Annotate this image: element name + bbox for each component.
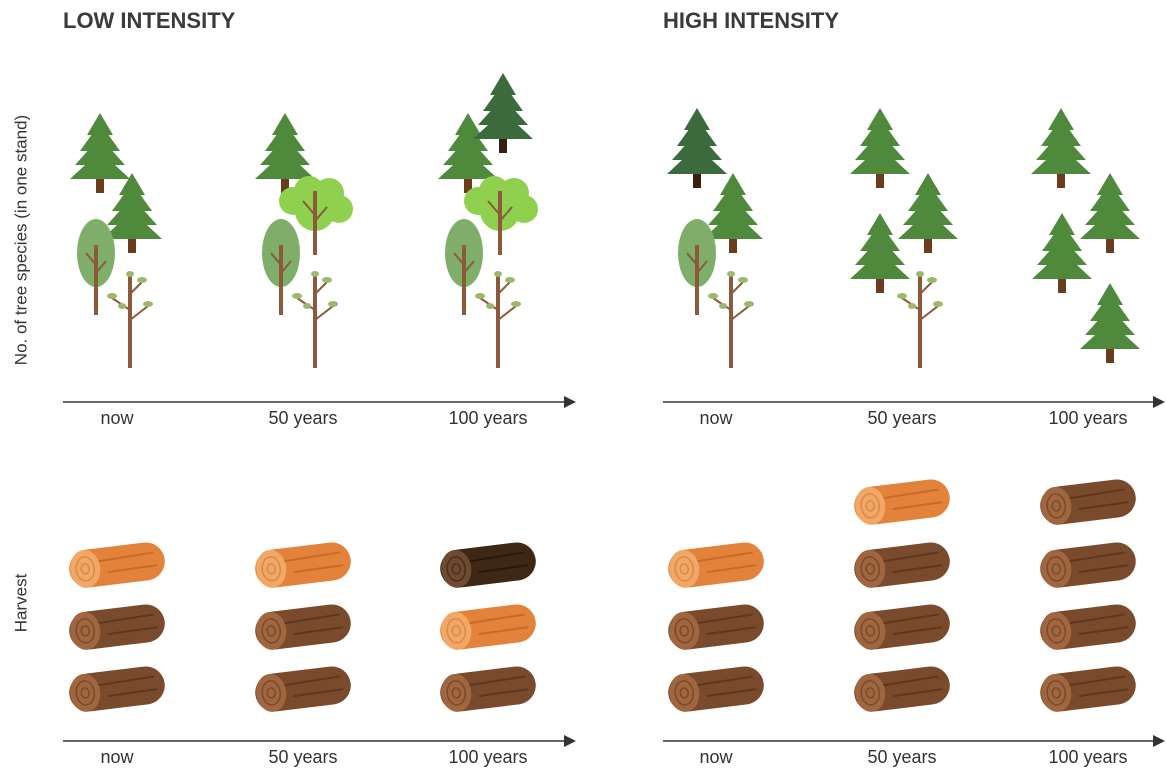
tree-icon <box>708 271 754 368</box>
panel-title: HIGH INTENSITY <box>663 8 839 33</box>
tree-icon <box>1080 283 1140 363</box>
tree-icon <box>445 219 483 315</box>
log-icon <box>666 664 766 713</box>
tree-icon <box>107 271 153 368</box>
axis-label: 100 years <box>448 408 527 428</box>
axis-label: 100 years <box>1048 747 1127 767</box>
log-icon <box>1038 602 1138 651</box>
log-icon <box>253 602 353 651</box>
y-label: Harvest <box>11 573 30 632</box>
tree-icon <box>292 271 338 368</box>
tree-icon <box>898 173 958 253</box>
log-icon <box>666 602 766 651</box>
log-icon <box>1038 477 1138 526</box>
log-icon <box>438 664 538 713</box>
log-icon <box>852 540 952 589</box>
log-icon <box>253 540 353 589</box>
panel-title: LOW INTENSITY <box>63 8 236 33</box>
axis-label: 50 years <box>867 408 936 428</box>
tree-icon <box>77 219 115 315</box>
icons <box>67 73 1140 714</box>
log-icon <box>852 602 952 651</box>
axis-label: now <box>699 408 733 428</box>
tree-icon <box>667 108 727 188</box>
tree-icon <box>262 219 300 315</box>
log-icon <box>852 664 952 713</box>
axis-label: 50 years <box>867 747 936 767</box>
axis-label: 100 years <box>448 747 527 767</box>
page: LOW INTENSITY HIGH INTENSITY No. of tree… <box>0 0 1166 773</box>
log-icon <box>1038 664 1138 713</box>
diagram: LOW INTENSITY HIGH INTENSITY No. of tree… <box>0 0 1166 773</box>
log-icon <box>67 540 167 589</box>
tree-icon <box>850 213 910 293</box>
log-icon <box>67 602 167 651</box>
log-icon <box>253 664 353 713</box>
tree-icon <box>1032 213 1092 293</box>
tree-icon <box>475 271 521 368</box>
axis-label: 50 years <box>268 408 337 428</box>
tree-icon <box>1080 173 1140 253</box>
log-icon <box>67 664 167 713</box>
log-icon <box>1038 540 1138 589</box>
axis-label: now <box>699 747 733 767</box>
tree-icon <box>70 113 130 193</box>
tree-icon <box>678 219 716 315</box>
tree-icon <box>897 271 943 368</box>
axis-label: 50 years <box>268 747 337 767</box>
axis-label: now <box>100 747 134 767</box>
log-icon <box>438 602 538 651</box>
axis-label: now <box>100 408 134 428</box>
log-icon <box>438 540 538 589</box>
axis-label: 100 years <box>1048 408 1127 428</box>
log-icon <box>666 540 766 589</box>
tree-icon <box>1031 108 1091 188</box>
y-label: No. of tree species (in one stand) <box>11 115 30 365</box>
axes <box>63 396 1165 747</box>
tree-icon <box>473 73 533 153</box>
log-icon <box>852 477 952 526</box>
tree-icon <box>850 108 910 188</box>
